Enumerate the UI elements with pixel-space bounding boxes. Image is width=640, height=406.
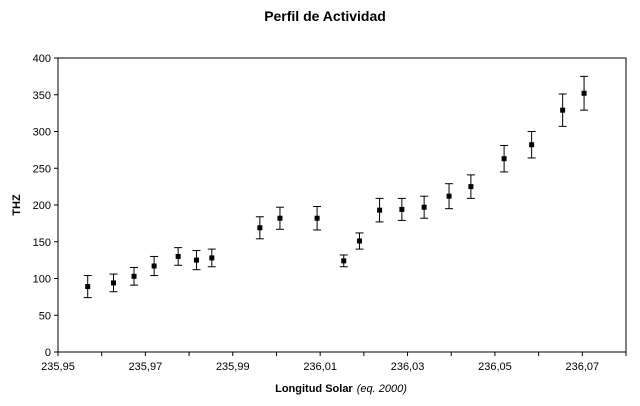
x-axis-label-note: (eq. 2000) [357, 383, 407, 395]
x-axis-label-main: Longitud Solar [275, 383, 353, 395]
y-tick-label: 200 [33, 200, 51, 212]
data-point [209, 255, 215, 261]
y-tick-label: 50 [39, 310, 51, 322]
y-tick-label: 350 [33, 90, 51, 102]
y-tick-label: 100 [33, 274, 51, 286]
data-point [314, 215, 320, 221]
data-point [468, 184, 474, 190]
data-point [501, 156, 507, 162]
data-point [175, 253, 181, 259]
data-point [399, 206, 405, 212]
y-tick-label: 400 [33, 53, 51, 65]
x-tick-label: 235,97 [129, 361, 163, 373]
data-point [377, 207, 383, 213]
data-point [581, 90, 587, 96]
plot-area: 0 50 100 150 200 250 300 350 400 235,95 235,97 235,… [33, 53, 627, 373]
data-point [356, 238, 362, 244]
x-tick-label: 236,03 [391, 361, 425, 373]
data-point [529, 142, 535, 148]
x-axis-label: Longitud Solar (eq. 2000) [275, 383, 407, 395]
data-point [194, 257, 200, 263]
y-axis-label: THZ [11, 194, 23, 216]
y-tick-label: 0 [45, 347, 51, 359]
data-point [341, 258, 347, 264]
y-tick-label: 250 [33, 163, 51, 175]
plot-frame [57, 57, 627, 353]
data-point [151, 263, 157, 269]
x-tick-label: 236,05 [478, 361, 512, 373]
x-tick-label: 235,95 [41, 361, 75, 373]
x-tick-label: 235,99 [216, 361, 250, 373]
data-point [277, 215, 283, 221]
y-tick-label: 150 [33, 237, 51, 249]
data-point [85, 284, 91, 290]
data-point [421, 204, 427, 210]
x-tick-label: 236,01 [303, 361, 337, 373]
data-point [257, 225, 263, 231]
data-point [446, 193, 452, 199]
y-tick-label: 300 [33, 127, 51, 139]
data-point [560, 107, 566, 113]
chart-title: Perfil de Actividad [264, 8, 386, 24]
data-point [131, 273, 137, 279]
data-point [110, 280, 116, 286]
x-tick-label: 236,07 [565, 361, 599, 373]
